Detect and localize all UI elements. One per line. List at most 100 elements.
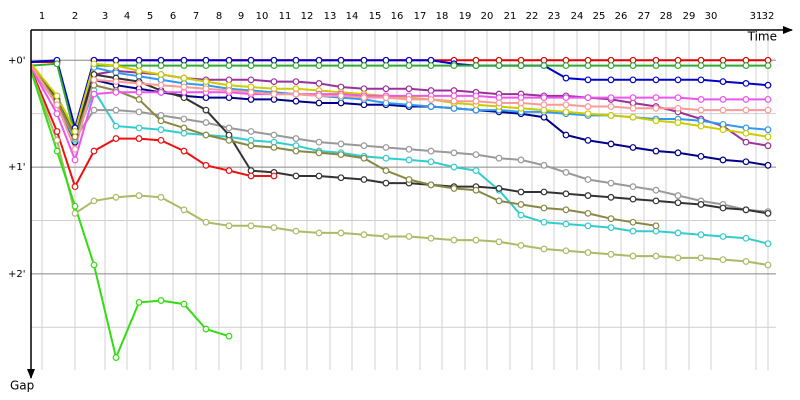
point-marker [562, 94, 570, 102]
point-marker [629, 94, 637, 102]
point-marker [53, 128, 61, 135]
x-tick-label: 16 [391, 11, 404, 22]
y-tick-label: +1' [8, 162, 26, 173]
point-marker [697, 76, 705, 84]
x-tick-label: 5 [147, 11, 153, 22]
point-marker [90, 60, 98, 68]
point-marker [652, 104, 660, 112]
x-tick-label: 3 [102, 11, 108, 22]
point-marker [157, 136, 165, 144]
point-marker [405, 62, 413, 70]
point-marker [540, 204, 548, 212]
point-marker [135, 298, 143, 306]
point-marker [292, 90, 300, 98]
x-tick-label: 9 [238, 11, 244, 22]
x-tick-label: 19 [459, 11, 472, 22]
point-marker [562, 169, 570, 176]
point-marker [472, 62, 480, 70]
point-marker [157, 88, 165, 96]
point-marker [53, 92, 61, 100]
point-marker [405, 233, 413, 240]
point-marker [135, 96, 143, 103]
point-marker [382, 179, 390, 187]
point-marker [180, 300, 188, 308]
point-marker [180, 115, 188, 123]
point-marker [53, 136, 61, 144]
point-marker [674, 62, 682, 70]
point-marker [562, 220, 570, 228]
point-marker [652, 62, 660, 70]
point-marker [742, 96, 750, 103]
point-marker [719, 78, 727, 86]
point-marker [517, 188, 525, 196]
point-marker [607, 224, 615, 231]
point-marker [225, 222, 233, 230]
point-marker [652, 147, 660, 155]
point-marker [135, 124, 143, 132]
point-marker [315, 149, 323, 157]
point-marker [427, 181, 435, 189]
point-marker [652, 222, 660, 230]
point-marker [71, 128, 79, 135]
point-marker [517, 211, 525, 219]
point-marker [764, 81, 772, 89]
point-marker [202, 218, 210, 226]
point-marker [71, 183, 79, 191]
point-marker [562, 206, 570, 214]
point-marker [157, 62, 165, 70]
point-marker [450, 163, 458, 171]
point-marker [135, 108, 143, 116]
point-marker [674, 229, 682, 237]
point-marker [405, 145, 413, 153]
point-marker [719, 204, 727, 212]
point-marker [719, 126, 727, 134]
x-tick-label: 11 [279, 11, 292, 22]
x-tick-label: 1 [39, 11, 45, 22]
point-marker [71, 202, 79, 210]
point-marker [629, 113, 637, 121]
point-marker [697, 96, 705, 103]
point-marker [697, 201, 705, 208]
point-marker [607, 140, 615, 148]
point-marker [315, 229, 323, 237]
point-marker [112, 122, 120, 130]
x-tick-label: 28 [660, 11, 673, 22]
x-tick-label: 14 [346, 11, 359, 22]
point-marker [607, 193, 615, 201]
point-marker [584, 249, 592, 256]
point-marker [337, 151, 345, 159]
point-marker [629, 76, 637, 84]
point-marker [315, 99, 323, 107]
point-marker [450, 236, 458, 244]
x-tick-label: 21 [504, 11, 517, 22]
x-tick-label: 32 [762, 11, 775, 22]
point-marker [427, 158, 435, 166]
point-marker [112, 135, 120, 142]
point-marker [697, 122, 705, 130]
point-marker [495, 238, 503, 246]
series-line [30, 70, 230, 361]
point-marker [225, 87, 233, 94]
point-marker [674, 254, 682, 262]
point-marker [292, 147, 300, 155]
point-marker [427, 96, 435, 103]
point-marker [360, 176, 368, 183]
point-marker [405, 176, 413, 183]
x-tick-label: 8 [216, 11, 222, 22]
point-marker [202, 62, 210, 70]
point-marker [292, 135, 300, 142]
point-marker [270, 144, 278, 151]
series-line [30, 66, 769, 213]
point-marker [360, 154, 368, 162]
point-marker [652, 76, 660, 84]
point-marker [540, 245, 548, 253]
point-marker [270, 78, 278, 86]
point-marker [584, 136, 592, 144]
point-marker [405, 156, 413, 164]
x-tick-label: 10 [256, 11, 269, 22]
point-marker [674, 119, 682, 126]
point-marker [652, 197, 660, 205]
point-marker [472, 236, 480, 244]
point-marker [652, 186, 660, 194]
